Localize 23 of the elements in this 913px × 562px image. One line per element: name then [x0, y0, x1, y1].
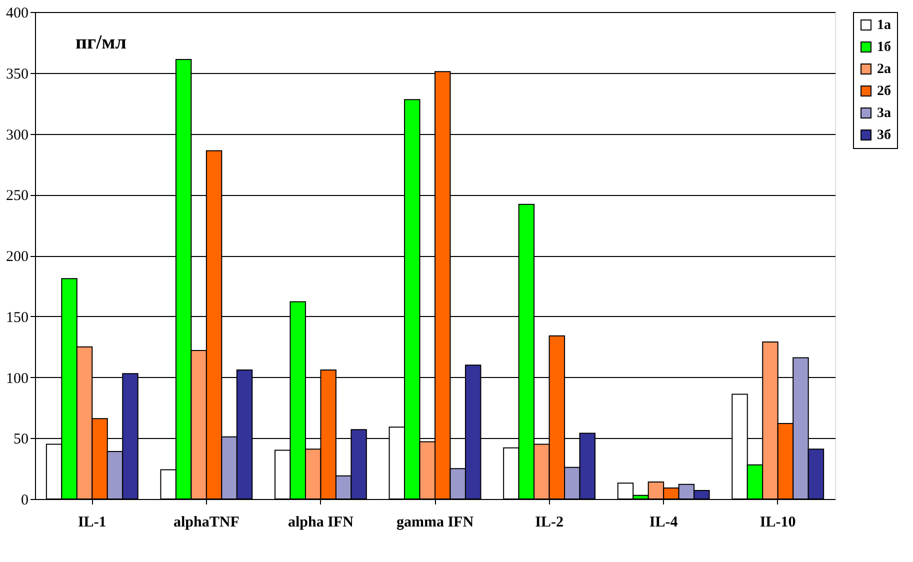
x-tick-label: IL-1 — [78, 514, 106, 530]
y-tick-label: 50 — [14, 432, 28, 448]
y-tick-label: 100 — [6, 370, 28, 387]
x-tick-label: IL-10 — [760, 514, 796, 530]
y-axis-title: пг/мл — [76, 32, 127, 54]
x-tick-label: IL-4 — [649, 514, 678, 530]
x-tick-label: IL-2 — [535, 514, 564, 530]
y-tick-label: 200 — [6, 249, 28, 265]
y-tick-label: 150 — [6, 310, 28, 326]
y-tick-label: 400 — [6, 6, 28, 22]
y-tick-label: 300 — [6, 127, 28, 144]
x-tick-label: alpha IFN — [288, 514, 354, 530]
legend-label: 2б — [877, 84, 891, 99]
legend-label: 1б — [877, 40, 891, 55]
y-tick-label: 250 — [6, 188, 28, 204]
y-tick-label: 350 — [6, 66, 28, 82]
legend-label: 3а — [877, 106, 891, 121]
legend-label: 3б — [877, 128, 891, 143]
legend-label: 1а — [877, 18, 891, 33]
x-tick-label: alphaTNF — [174, 514, 240, 530]
legend-label: 2а — [877, 62, 891, 77]
y-tick-label: 0 — [21, 492, 28, 508]
x-tick-label: gamma IFN — [396, 514, 474, 530]
